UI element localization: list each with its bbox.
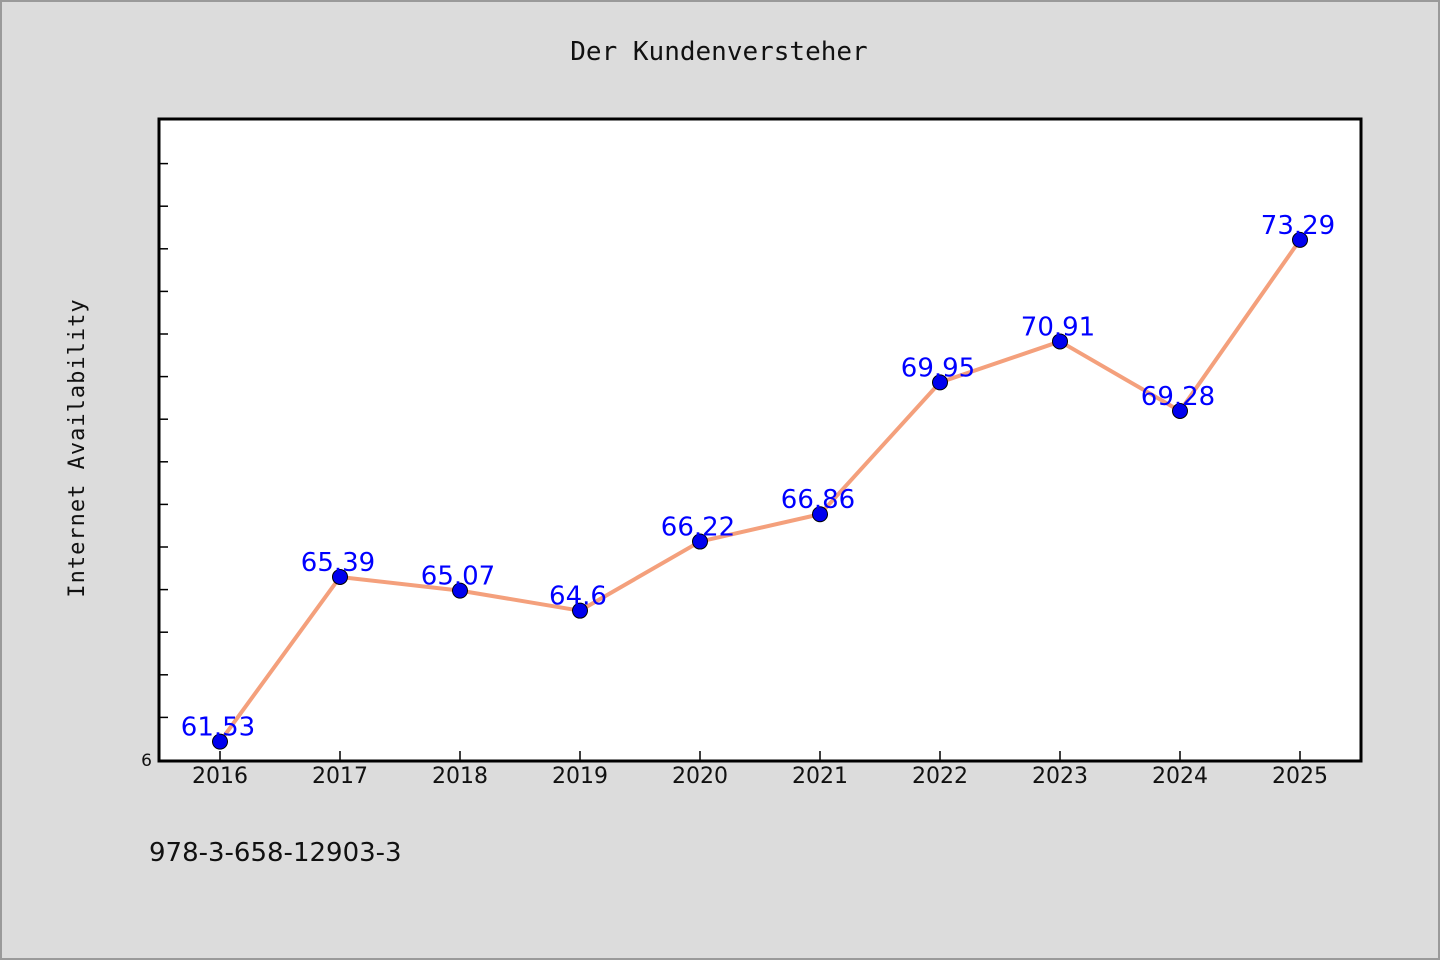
y-axis-ticks bbox=[160, 162, 168, 719]
data-label: 65.39 bbox=[301, 548, 375, 578]
data-label: 66.22 bbox=[661, 513, 735, 543]
data-label: 69.28 bbox=[1141, 382, 1215, 412]
data-point bbox=[212, 733, 228, 750]
data-point bbox=[1172, 402, 1188, 419]
data-point bbox=[452, 582, 468, 599]
x-tick-label: 2025 bbox=[1272, 764, 1328, 789]
data-labels: 61.53 65.39 65.07 64.6 66.22 66.86 69.95 70.91 6… bbox=[181, 211, 1335, 743]
x-tick-label: 2020 bbox=[672, 764, 728, 789]
data-markers bbox=[212, 231, 1308, 750]
data-label: 70.91 bbox=[1021, 312, 1095, 342]
y-axis-label: Internet Availability bbox=[65, 298, 90, 597]
x-tick-label: 2017 bbox=[312, 764, 368, 789]
x-tick-label: 2023 bbox=[1032, 764, 1088, 789]
x-tick-label: 2019 bbox=[552, 764, 608, 789]
data-label: 64.6 bbox=[549, 582, 607, 612]
data-label: 66.86 bbox=[781, 485, 855, 515]
x-axis-ticks: 2016 2017 2018 2019 2020 2021 2022 2023 2024 2025 bbox=[192, 751, 1328, 789]
data-point bbox=[1052, 333, 1068, 350]
x-tick-label: 2021 bbox=[792, 764, 848, 789]
isbn-text: 978-3-658-12903-3 bbox=[149, 838, 402, 868]
data-label: 65.07 bbox=[421, 562, 495, 592]
data-point bbox=[692, 533, 708, 550]
data-point bbox=[812, 506, 828, 523]
chart-title: Der Kundenversteher bbox=[570, 37, 867, 67]
y-tick-label: 6 bbox=[141, 751, 152, 771]
plot-area bbox=[157, 117, 1363, 763]
data-point bbox=[1292, 231, 1308, 248]
data-point bbox=[332, 568, 348, 585]
x-tick-label: 2024 bbox=[1152, 764, 1208, 789]
data-label: 73.29 bbox=[1261, 211, 1335, 241]
x-tick-label: 2016 bbox=[192, 764, 248, 789]
data-point bbox=[572, 602, 588, 619]
series-line bbox=[218, 238, 1302, 743]
data-label: 69.95 bbox=[901, 353, 975, 383]
data-point bbox=[932, 374, 948, 391]
x-tick-label: 2022 bbox=[912, 764, 968, 789]
data-label: 61.53 bbox=[181, 713, 255, 743]
x-tick-label: 2018 bbox=[432, 764, 488, 789]
